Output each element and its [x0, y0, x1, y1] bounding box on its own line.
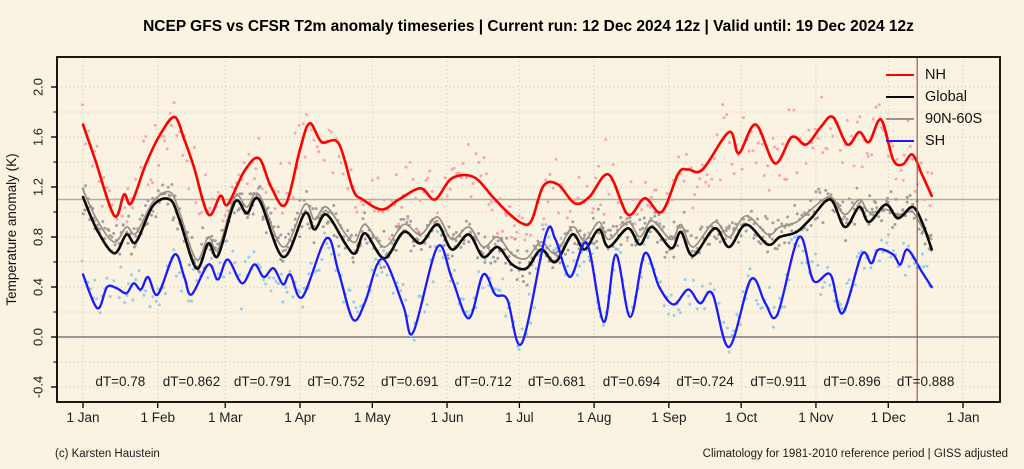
legend-line-global: [886, 96, 914, 99]
dt-label: dT=0.681: [528, 374, 585, 389]
legend-line-nh: [886, 74, 914, 77]
climatology-note: Climatology for 1981-2010 reference peri…: [702, 448, 1008, 460]
y-tick-label: 2.0: [30, 78, 45, 96]
x-tick-label: 1 Apr: [284, 410, 316, 425]
legend-line-sh: [886, 140, 914, 143]
y-tick-label: 1.2: [30, 178, 45, 196]
x-tick-label: 1 Jan: [66, 410, 99, 425]
legend-item-90n60s: 90N-60S: [886, 108, 982, 130]
x-tick-label: 1 Jan: [946, 410, 979, 425]
y-tick-label: 1.6: [30, 128, 45, 146]
y-tick-label: -0.4: [30, 376, 45, 398]
dt-label: dT=0.724: [676, 374, 734, 389]
x-tick-label: 1 Aug: [577, 410, 612, 425]
y-tick-label: 0.4: [30, 278, 45, 296]
dt-label: dT=0.712: [455, 374, 512, 389]
credit-text: (c) Karsten Haustein: [55, 448, 160, 460]
dt-label: dT=0.78: [95, 374, 145, 389]
dt-label: dT=0.752: [307, 374, 364, 389]
x-tick-label: 1 Nov: [798, 410, 834, 425]
legend-label-90n60s: 90N-60S: [925, 111, 983, 127]
dt-label: dT=0.888: [897, 374, 954, 389]
chart-legend: NH Global 90N-60S SH: [886, 64, 982, 152]
legend-item-nh: NH: [886, 64, 982, 86]
dt-label: dT=0.791: [234, 374, 291, 389]
legend-line-90n60s: [886, 118, 914, 121]
chart-title: NCEP GFS vs CFSR T2m anomaly timeseries …: [143, 18, 914, 35]
x-tick-label: 1 Feb: [140, 410, 175, 425]
legend-item-global: Global: [886, 86, 982, 108]
legend-label-sh: SH: [925, 133, 946, 149]
dt-label: dT=0.911: [750, 374, 806, 389]
y-tick-label: 0.8: [30, 228, 45, 246]
x-tick-label: 1 Jul: [505, 410, 534, 425]
x-tick-label: 1 Jun: [431, 410, 464, 425]
dt-label: dT=0.694: [603, 374, 661, 389]
dt-label: dT=0.862: [163, 374, 220, 389]
dt-label: dT=0.691: [381, 374, 438, 389]
y-axis-title: Temperature anomaly (K): [4, 153, 19, 305]
legend-label-nh: NH: [925, 67, 946, 83]
legend-label-global: Global: [925, 89, 967, 105]
x-tick-label: 1 Sep: [651, 410, 686, 425]
x-tick-label: 1 Oct: [725, 410, 758, 425]
x-tick-label: 1 May: [354, 410, 391, 425]
x-tick-label: 1 Mar: [208, 410, 243, 425]
dt-label: dT=0.896: [823, 374, 880, 389]
legend-item-sh: SH: [886, 130, 982, 152]
y-tick-label: 0.0: [30, 328, 45, 346]
x-tick-label: 1 Dec: [871, 410, 907, 425]
